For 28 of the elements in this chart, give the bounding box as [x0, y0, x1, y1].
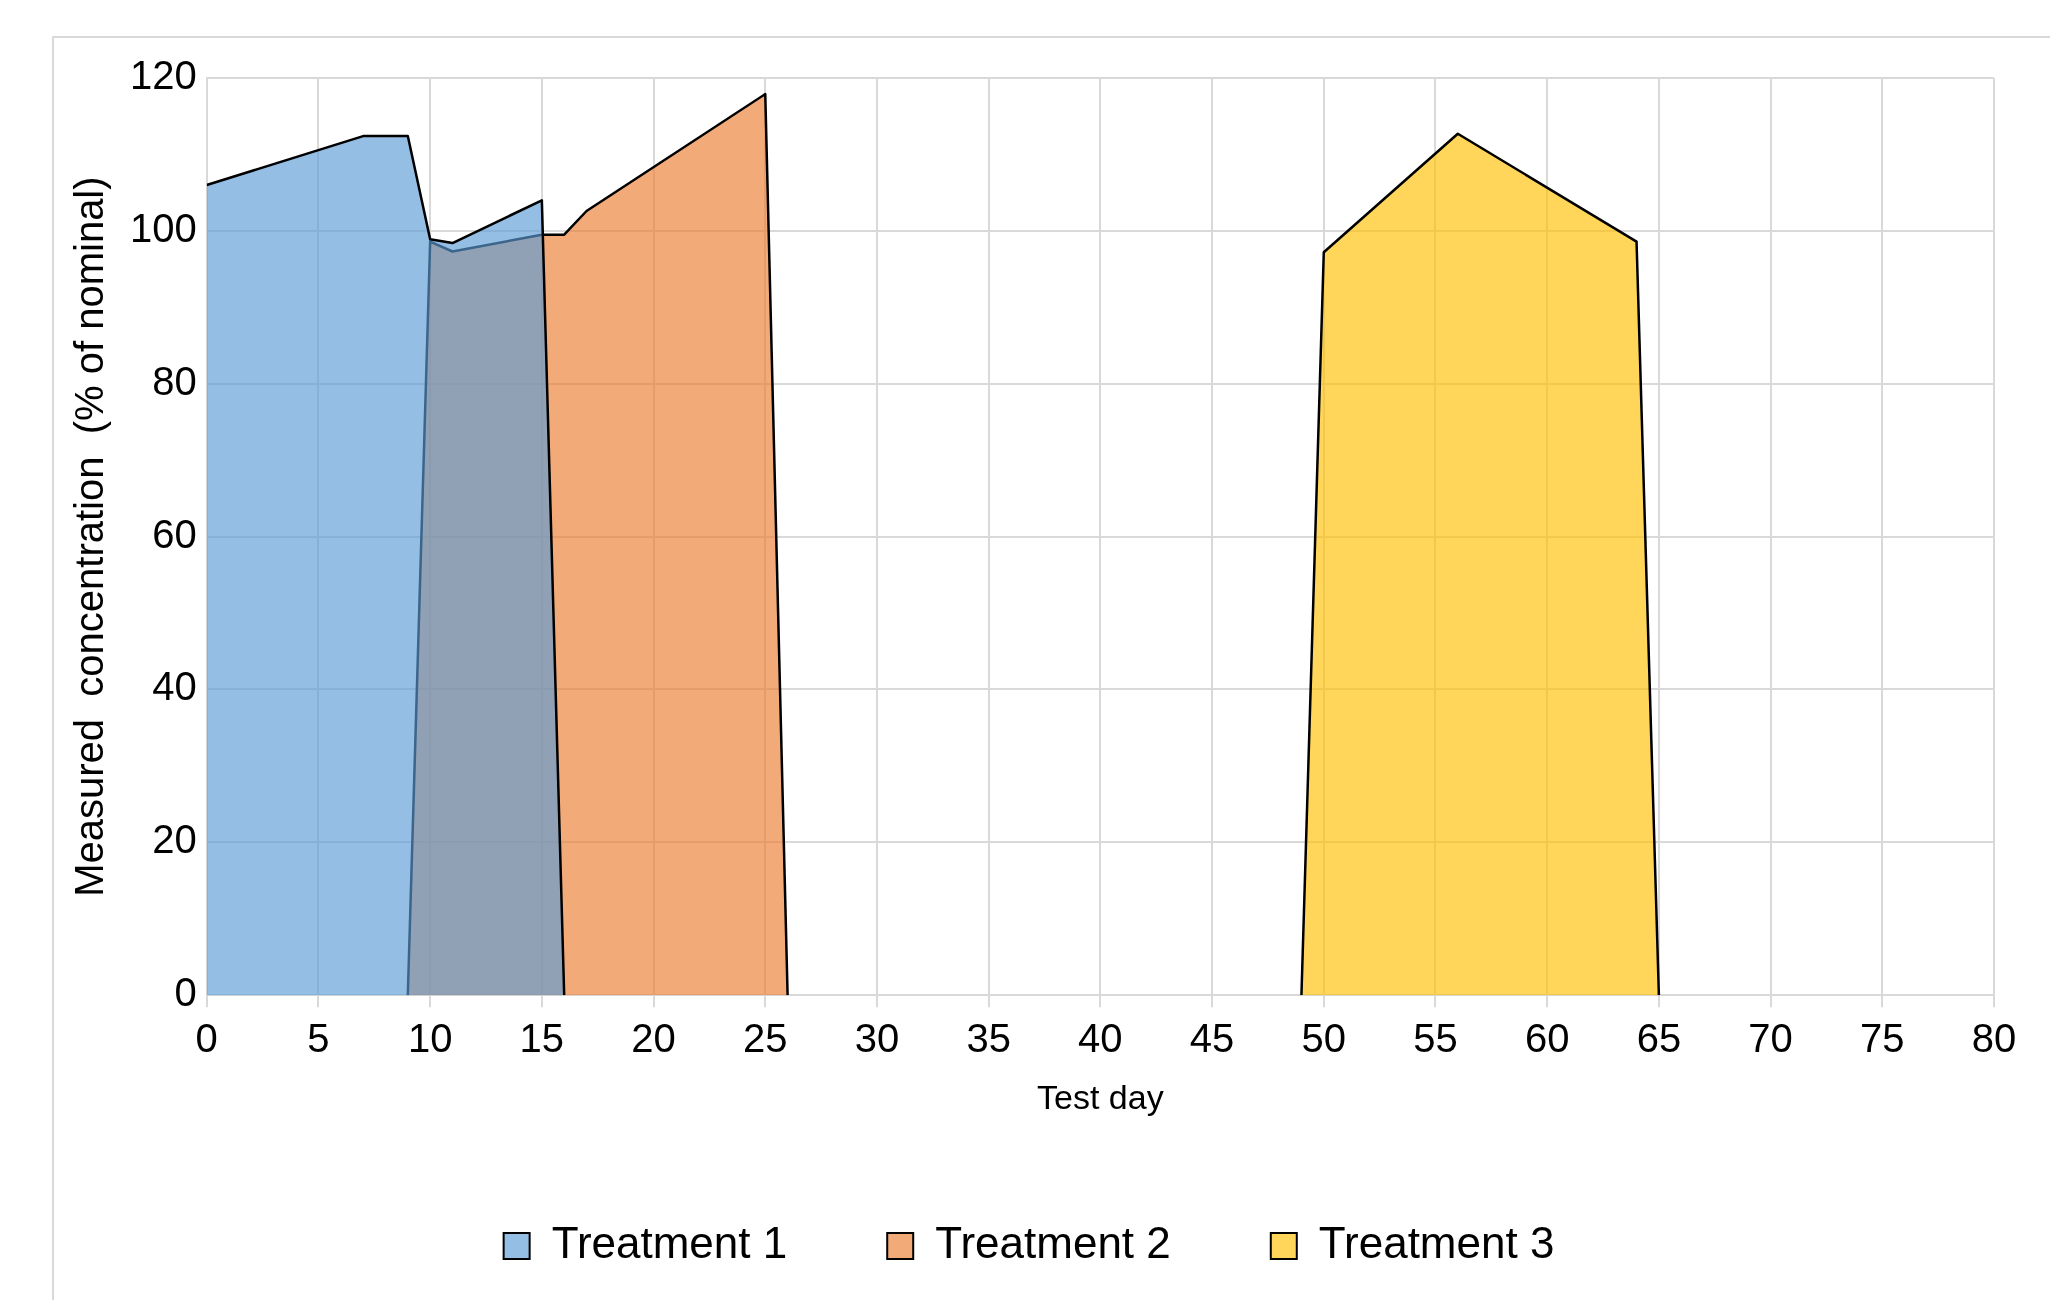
- x-tick-label: 80: [1971, 1016, 2017, 1061]
- y-tick-label: 60: [152, 511, 197, 556]
- x-axis-title: Test day: [1037, 1077, 1164, 1116]
- x-tick-label: 70: [1748, 1016, 1793, 1061]
- x-tick-label: 55: [1413, 1016, 1458, 1061]
- y-tick-label: 100: [129, 205, 197, 250]
- x-tick-label: 15: [519, 1016, 565, 1061]
- x-tick-label: 30: [854, 1016, 900, 1061]
- y-tick-label: 120: [129, 53, 197, 98]
- y-tick-label: 40: [152, 664, 197, 709]
- y-axis-title: Measured concentration (% of nominal): [67, 176, 112, 897]
- legend-label: Treatment 2: [935, 1218, 1171, 1268]
- x-tick-label: 40: [1078, 1016, 1123, 1061]
- x-tick-label: 65: [1636, 1016, 1682, 1061]
- y-tick-label: 0: [174, 970, 197, 1015]
- x-tick-label: 75: [1860, 1016, 1905, 1061]
- x-tick-label: 35: [966, 1016, 1011, 1061]
- legend-label: Treatment 1: [551, 1218, 788, 1268]
- x-tick-label: 60: [1524, 1016, 1570, 1061]
- x-tick-label: 50: [1301, 1016, 1347, 1061]
- x-tick-label: 5: [307, 1016, 330, 1061]
- x-tick-label: 45: [1189, 1016, 1235, 1061]
- x-tick-label: 10: [407, 1016, 453, 1061]
- x-tick-label: 20: [631, 1016, 676, 1061]
- y-tick-label: 80: [152, 358, 197, 403]
- x-tick-label: 25: [743, 1016, 788, 1061]
- legend-label: Treatment 3: [1318, 1218, 1555, 1268]
- y-tick-label: 20: [152, 817, 197, 862]
